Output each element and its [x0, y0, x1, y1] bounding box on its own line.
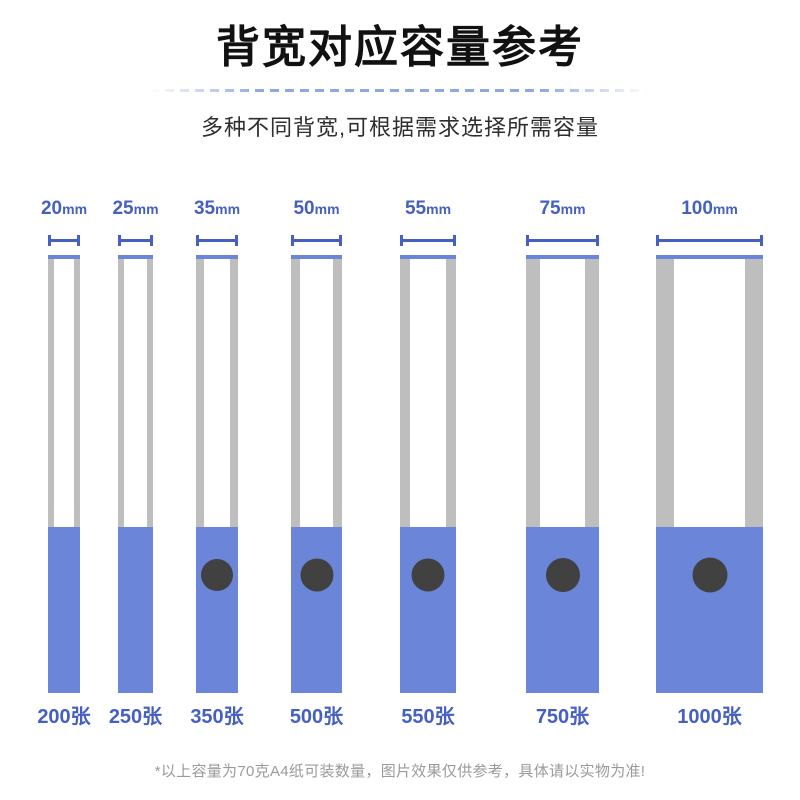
spine-width-value: 25: [112, 198, 134, 219]
binder-top-edge: [48, 255, 80, 259]
title-divider: [150, 88, 650, 92]
binder-wall-left: [196, 255, 204, 693]
spine-width-value: 50: [293, 198, 315, 219]
capacity-label: 550张: [401, 706, 455, 728]
dimension-cap-right: [77, 235, 80, 246]
capacity-fill: [400, 527, 456, 693]
binder-wall-left: [400, 255, 410, 693]
dimension-cap-right: [235, 235, 238, 246]
capacity-label: 1000张: [677, 706, 742, 728]
capacity-fill: [526, 527, 599, 693]
binder-top-edge: [526, 255, 599, 259]
dimension-cap-right: [453, 235, 456, 246]
binder-wall-left: [48, 255, 54, 693]
spine-width-value: 55: [404, 198, 427, 219]
spine-width-unit: mm: [133, 201, 159, 217]
spine-width-label: 35mm: [194, 199, 240, 218]
binder-bar: [196, 255, 238, 693]
binder-bar: [291, 255, 342, 693]
spine-width-label: 75mm: [539, 199, 585, 218]
binder-wall-right: [333, 255, 342, 693]
capacity-label: 500张: [289, 706, 344, 728]
dimension-arrow-icon: [118, 235, 153, 246]
binder-bar: [48, 255, 80, 693]
finger-hole-icon: [411, 558, 445, 592]
binder-top-edge: [400, 255, 456, 259]
spine-width-label: 50mm: [293, 199, 339, 218]
spine-width-unit: mm: [426, 201, 452, 217]
dimension-arrow-icon: [656, 235, 763, 246]
dimension-arrow-icon: [48, 235, 80, 246]
footnote: *以上容量为70克A4纸可装数量，图片效果仅供参考，具体请以实物为准!: [154, 763, 646, 780]
binder-wall-right: [74, 255, 80, 693]
spine-width-unit: mm: [314, 201, 340, 217]
capacity-fill: [656, 527, 763, 693]
finger-hole-icon: [692, 557, 727, 593]
dimension-cap-right: [339, 235, 342, 246]
dimension-line: [118, 239, 153, 242]
spine-width-unit: mm: [215, 201, 241, 217]
binder-wall-right: [147, 255, 153, 693]
dimension-arrow-icon: [291, 235, 342, 246]
binder-bar: [400, 255, 456, 693]
dimension-line: [656, 239, 763, 242]
dimension-cap-right: [150, 235, 153, 246]
capacity-label: 200张: [37, 706, 91, 728]
capacity-fill: [118, 527, 153, 693]
capacity-label: 250张: [108, 706, 163, 728]
spine-width-value: 75: [539, 198, 561, 219]
spine-width-unit: mm: [62, 201, 88, 217]
spine-width-unit: mm: [560, 201, 586, 217]
dimension-line: [196, 239, 238, 242]
finger-hole-icon: [545, 558, 580, 592]
finger-hole-icon: [300, 558, 333, 592]
spine-width-label: 100mm: [681, 199, 738, 218]
page-subtitle: 多种不同背宽,可根据需求选择所需容量: [200, 114, 600, 140]
spine-width-value: 20: [40, 198, 63, 219]
dimension-line: [526, 239, 599, 242]
capacity-fill: [291, 527, 342, 693]
spine-width-label: 25mm: [112, 199, 158, 218]
capacity-label: 750张: [535, 706, 590, 728]
binder-wall-right: [230, 255, 238, 693]
dimension-line: [400, 239, 456, 242]
dimension-arrow-icon: [526, 235, 599, 246]
spine-width-value: 35: [193, 198, 216, 219]
binder-top-edge: [196, 255, 238, 259]
binder-bar: [526, 255, 599, 693]
spine-width-label: 20mm: [41, 199, 87, 218]
dimension-line: [291, 239, 342, 242]
page-title: 背宽对应容量参考: [216, 23, 584, 72]
binder-top-edge: [291, 255, 342, 259]
spine-width-unit: mm: [712, 201, 738, 217]
dimension-arrow-icon: [400, 235, 456, 246]
binder-wall-left: [118, 255, 124, 693]
binder-bar: [118, 255, 153, 693]
finger-hole-icon: [201, 559, 233, 591]
capacity-fill: [48, 527, 80, 693]
capacity-fill: [196, 527, 238, 693]
spine-width-label: 55mm: [405, 199, 451, 218]
dimension-line: [48, 239, 80, 242]
binder-wall-left: [291, 255, 300, 693]
binder-bar: [656, 255, 763, 693]
capacity-label: 350张: [190, 706, 244, 728]
binder-top-edge: [118, 255, 153, 259]
dimension-arrow-icon: [196, 235, 238, 246]
spine-width-value: 100: [681, 198, 713, 219]
binder-top-edge: [656, 255, 763, 259]
binder-wall-right: [446, 255, 456, 693]
header: 背宽对应容量参考 多种不同背宽,可根据需求选择所需容量: [0, 0, 800, 142]
dimension-cap-right: [596, 235, 599, 246]
dimension-cap-right: [760, 235, 763, 246]
